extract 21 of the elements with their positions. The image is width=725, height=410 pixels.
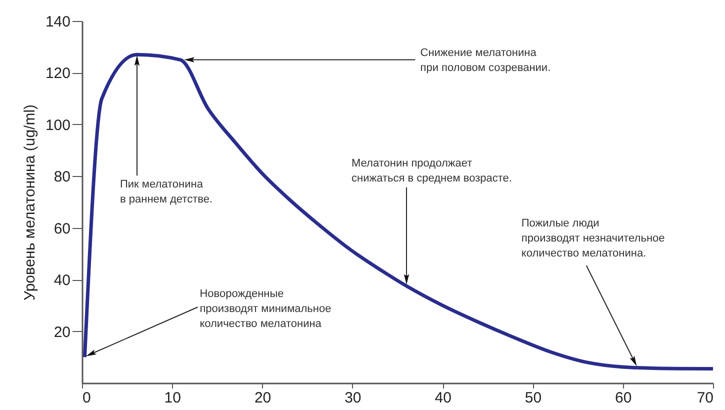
y-tick-label: 140 — [45, 14, 70, 30]
y-tick-label: 100 — [45, 116, 70, 134]
annotation: Новорожденные производят минимальное количество мелатонина — [200, 288, 332, 330]
x-tick-label: 20 — [254, 390, 272, 406]
y-tick-label: 60 — [54, 220, 70, 238]
y-tick-label: 120 — [45, 65, 70, 82]
x-tick-label: 40 — [434, 390, 452, 406]
annotation: Снижение мелатонина при половом созревании. — [420, 46, 551, 74]
x-tick-label: 70 — [696, 390, 714, 406]
y-tick-label: 80 — [54, 168, 70, 186]
y-axis-title: Уровень мелатонина (ug/ml) — [21, 104, 38, 301]
y-tick-label: 40 — [54, 272, 70, 290]
x-tick-label: 30 — [344, 390, 362, 406]
annotation: Пик мелатонина в раннем детстве. — [120, 178, 213, 206]
x-tick-label: 60 — [615, 390, 632, 406]
y-tick-label: 20 — [54, 324, 70, 341]
x-tick-label: 10 — [164, 390, 181, 406]
x-tick-label: 50 — [524, 390, 542, 406]
annotation: Мелатонин продолжает снижаться в среднем возрасте. — [352, 157, 512, 184]
annotation: Пожилые люди производят незначительное количество мелатонина. — [521, 217, 665, 260]
x-tick-label: 0 — [82, 390, 91, 406]
